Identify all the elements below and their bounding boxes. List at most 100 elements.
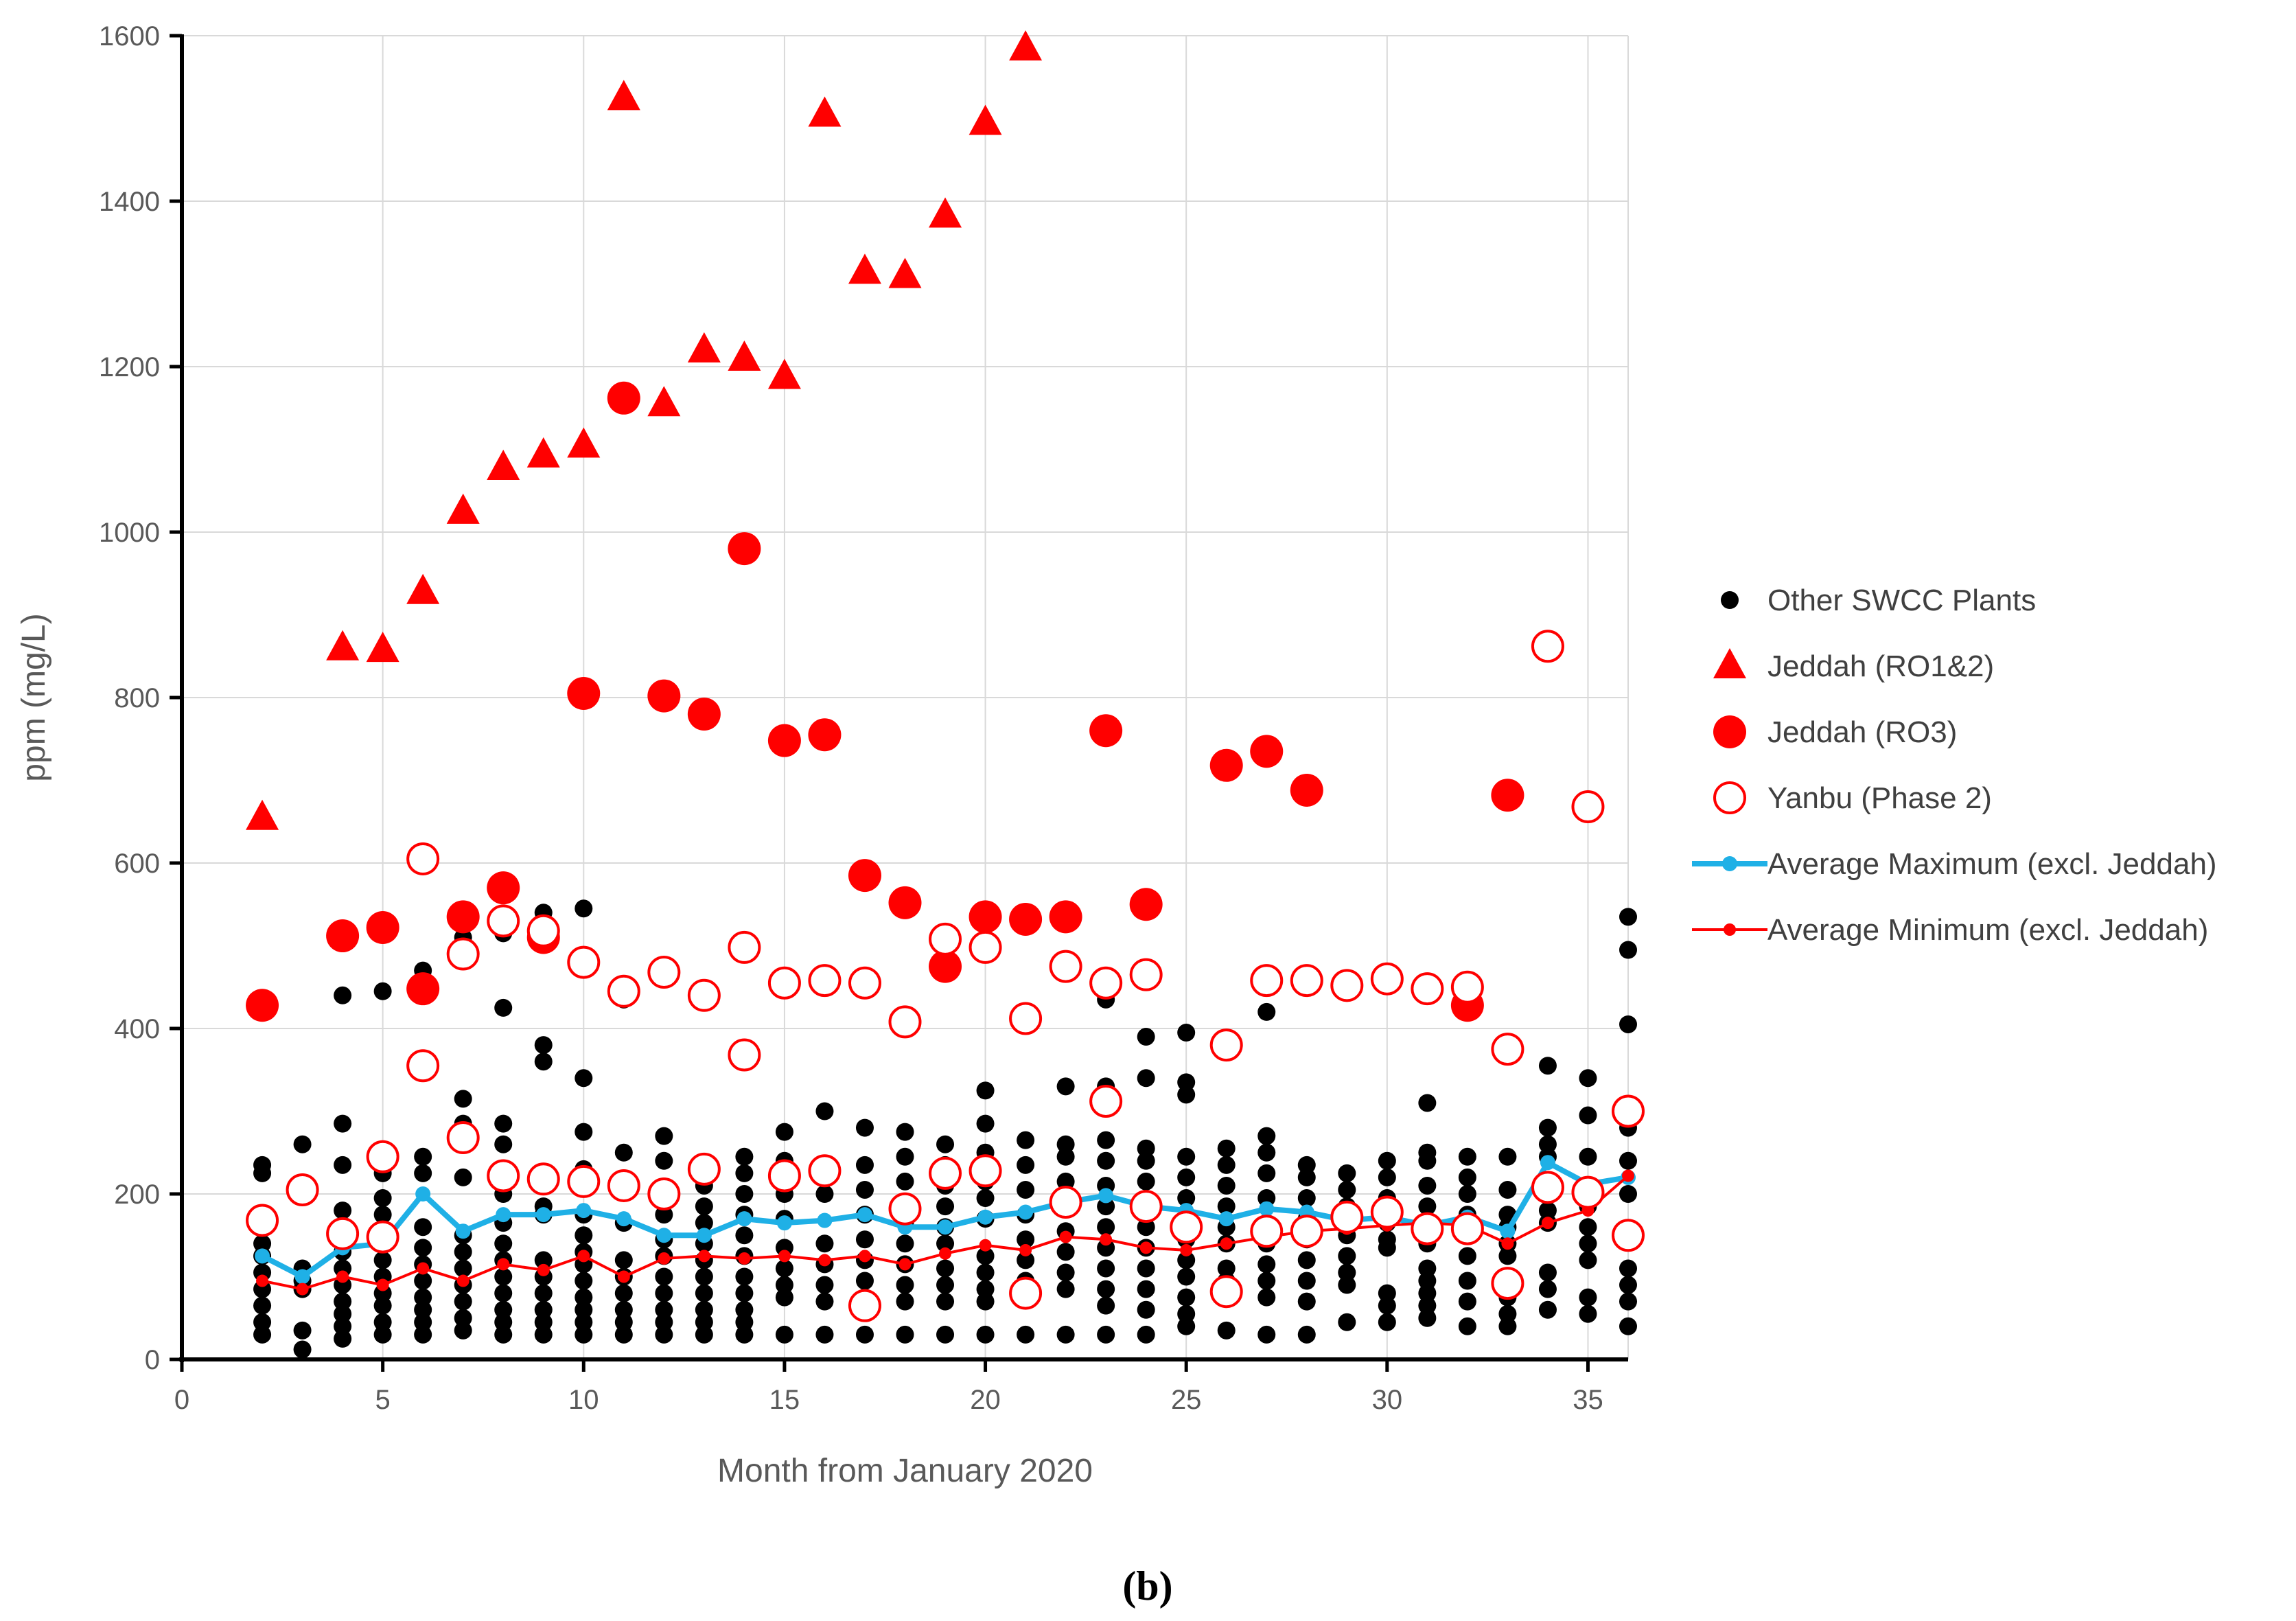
data-point (1056, 1263, 1075, 1282)
y-tick-label: 600 (114, 849, 160, 879)
data-point (1418, 1296, 1437, 1315)
data-point (767, 966, 801, 1000)
data-point (414, 1164, 432, 1182)
data-point (1297, 1292, 1316, 1311)
data-point (808, 96, 842, 127)
data-point (334, 1156, 352, 1174)
legend-item: Average Maximum (excl. Jeddah) (1692, 847, 2217, 881)
data-point (976, 1081, 995, 1100)
data-point (655, 1127, 673, 1145)
data-point (1017, 1230, 1035, 1249)
data-point (1009, 902, 1043, 936)
data-point (1137, 1069, 1155, 1088)
data-point (1338, 1276, 1356, 1294)
data-point (1378, 1230, 1396, 1249)
data-point (454, 1243, 472, 1261)
data-point (1498, 1247, 1517, 1265)
data-point (655, 1325, 673, 1344)
data-point (695, 1267, 713, 1286)
data-point (1018, 1204, 1034, 1220)
data-point (373, 1189, 392, 1208)
data-point (1330, 969, 1364, 1002)
data-point (1177, 1147, 1196, 1166)
data-point (417, 1262, 430, 1275)
data-point (1250, 735, 1284, 768)
data-point (253, 1156, 272, 1174)
data-point (969, 900, 1002, 934)
data-point (936, 1325, 955, 1344)
data-point (246, 989, 279, 1022)
data-point (977, 1209, 993, 1225)
data-point (1009, 30, 1043, 61)
data-point (1097, 1325, 1115, 1344)
data-point (1049, 900, 1082, 934)
data-point (1177, 1024, 1196, 1042)
data-point (1538, 1202, 1557, 1220)
data-point (1089, 714, 1123, 748)
data-point (1137, 1280, 1155, 1298)
data-point (855, 1325, 874, 1344)
series-jeddah-ro1-2 (246, 30, 1043, 830)
data-point (454, 1259, 472, 1278)
data-point (1097, 1218, 1115, 1237)
data-point (455, 1223, 471, 1239)
data-point (888, 1192, 922, 1226)
data-point (1378, 1168, 1396, 1186)
data-point (1491, 1267, 1524, 1300)
data-point (497, 1258, 510, 1271)
data-point (1491, 1033, 1524, 1066)
data-point (737, 1211, 752, 1227)
data-point (1619, 1151, 1637, 1170)
data-point (735, 1147, 754, 1166)
data-point (735, 1164, 754, 1182)
data-point (406, 842, 440, 875)
data-point (1129, 1190, 1163, 1223)
data-point (1137, 1300, 1155, 1319)
data-point (1619, 1185, 1637, 1203)
data-point (1458, 1185, 1476, 1203)
data-point (414, 1288, 432, 1307)
data-point (1458, 1272, 1476, 1290)
data-point (294, 1269, 310, 1285)
data-point (1017, 1131, 1035, 1149)
legend-item: Average Minimum (excl. Jeddah) (1692, 913, 2208, 947)
legend-marker (1721, 591, 1739, 609)
data-point (1177, 1168, 1196, 1186)
data-point (607, 80, 640, 111)
data-point (1129, 888, 1163, 921)
data-point (1378, 1151, 1396, 1170)
data-point (1531, 630, 1564, 663)
legend-marker (1713, 648, 1746, 678)
data-point (647, 1177, 681, 1210)
data-point (617, 1270, 630, 1283)
data-point (735, 1284, 754, 1302)
data-point (647, 956, 681, 989)
data-point (1257, 1164, 1276, 1182)
data-point (687, 698, 721, 731)
data-point (1250, 964, 1284, 998)
x-tick-label: 25 (1171, 1385, 1202, 1415)
data-point (815, 1292, 834, 1311)
data-point (1056, 1147, 1075, 1166)
data-point (1097, 1131, 1115, 1149)
data-point (808, 718, 842, 752)
data-point (1250, 1215, 1284, 1248)
data-point (1097, 1197, 1115, 1216)
data-point (366, 910, 399, 944)
data-point (1579, 1069, 1597, 1088)
data-point (1458, 1147, 1476, 1166)
data-point (1418, 1309, 1437, 1327)
data-point (446, 493, 480, 524)
data-point (406, 1049, 440, 1083)
data-point (454, 1309, 472, 1327)
data-point (855, 1118, 874, 1137)
data-point (534, 1053, 553, 1071)
data-point (334, 1202, 352, 1220)
data-point (896, 1276, 914, 1294)
data-point (976, 1292, 995, 1311)
data-point (446, 900, 480, 934)
x-tick-label: 15 (769, 1385, 800, 1415)
data-point (1290, 1215, 1323, 1248)
data-point (1338, 1180, 1356, 1199)
data-point (1257, 1272, 1276, 1290)
